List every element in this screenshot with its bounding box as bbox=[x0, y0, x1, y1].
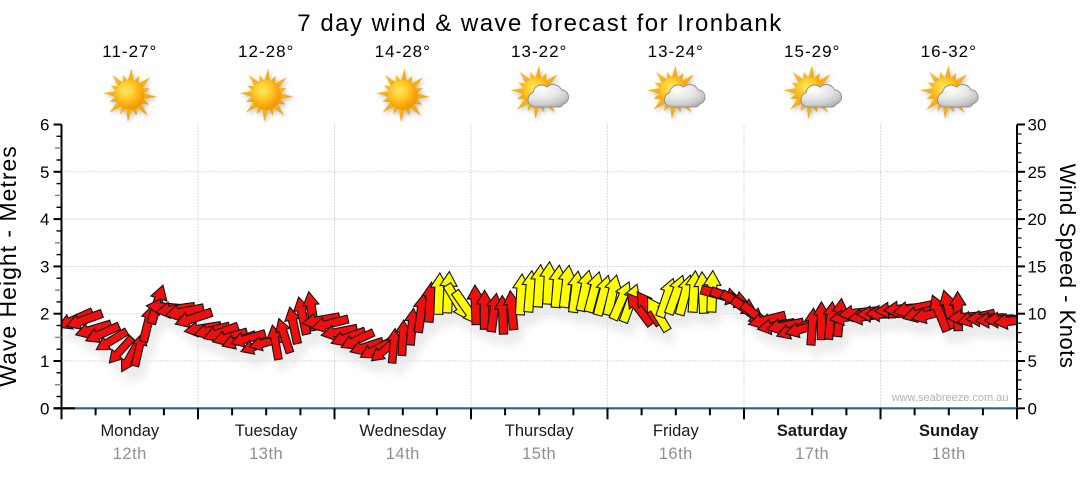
svg-text:25: 25 bbox=[1028, 163, 1047, 182]
svg-text:5: 5 bbox=[1028, 352, 1037, 371]
svg-text:6: 6 bbox=[40, 116, 49, 135]
svg-text:14th: 14th bbox=[386, 445, 420, 463]
svg-text:www.seabreeze.com.au: www.seabreeze.com.au bbox=[891, 392, 1009, 404]
svg-text:5: 5 bbox=[40, 163, 49, 182]
svg-text:12-28°: 12-28° bbox=[238, 42, 294, 61]
svg-text:0: 0 bbox=[1028, 399, 1037, 418]
svg-text:18th: 18th bbox=[932, 445, 966, 463]
svg-text:Tuesday: Tuesday bbox=[235, 422, 298, 440]
svg-text:15-29°: 15-29° bbox=[784, 42, 840, 61]
svg-text:Wednesday: Wednesday bbox=[359, 422, 447, 440]
svg-text:13-24°: 13-24° bbox=[648, 42, 704, 61]
svg-text:30: 30 bbox=[1028, 116, 1047, 135]
svg-text:2: 2 bbox=[40, 305, 49, 324]
svg-text:20: 20 bbox=[1028, 210, 1047, 229]
svg-text:13-22°: 13-22° bbox=[511, 42, 567, 61]
svg-text:Wind Speed - Knots: Wind Speed - Knots bbox=[1055, 164, 1080, 369]
svg-text:16th: 16th bbox=[659, 445, 693, 463]
svg-text:15: 15 bbox=[1028, 257, 1047, 276]
svg-text:Monday: Monday bbox=[100, 422, 159, 440]
svg-text:3: 3 bbox=[40, 257, 49, 276]
svg-text:Saturday: Saturday bbox=[777, 422, 848, 440]
svg-text:0: 0 bbox=[40, 399, 49, 418]
svg-text:15th: 15th bbox=[522, 445, 556, 463]
svg-text:11-27°: 11-27° bbox=[102, 42, 157, 61]
svg-text:14-28°: 14-28° bbox=[375, 42, 431, 61]
svg-text:10: 10 bbox=[1028, 305, 1047, 324]
svg-text:12th: 12th bbox=[113, 445, 147, 463]
svg-text:Friday: Friday bbox=[653, 422, 700, 440]
svg-text:1: 1 bbox=[40, 352, 49, 371]
svg-text:16-32°: 16-32° bbox=[921, 42, 977, 61]
svg-text:4: 4 bbox=[40, 210, 49, 229]
svg-text:7 day wind & wave forecast for: 7 day wind & wave forecast for Ironbank bbox=[297, 10, 782, 37]
svg-text:Sunday: Sunday bbox=[919, 422, 979, 440]
svg-text:Thursday: Thursday bbox=[505, 422, 575, 440]
svg-text:17th: 17th bbox=[795, 445, 829, 463]
svg-text:Wave Height - Metres: Wave Height - Metres bbox=[0, 145, 21, 387]
svg-text:13th: 13th bbox=[249, 445, 283, 463]
